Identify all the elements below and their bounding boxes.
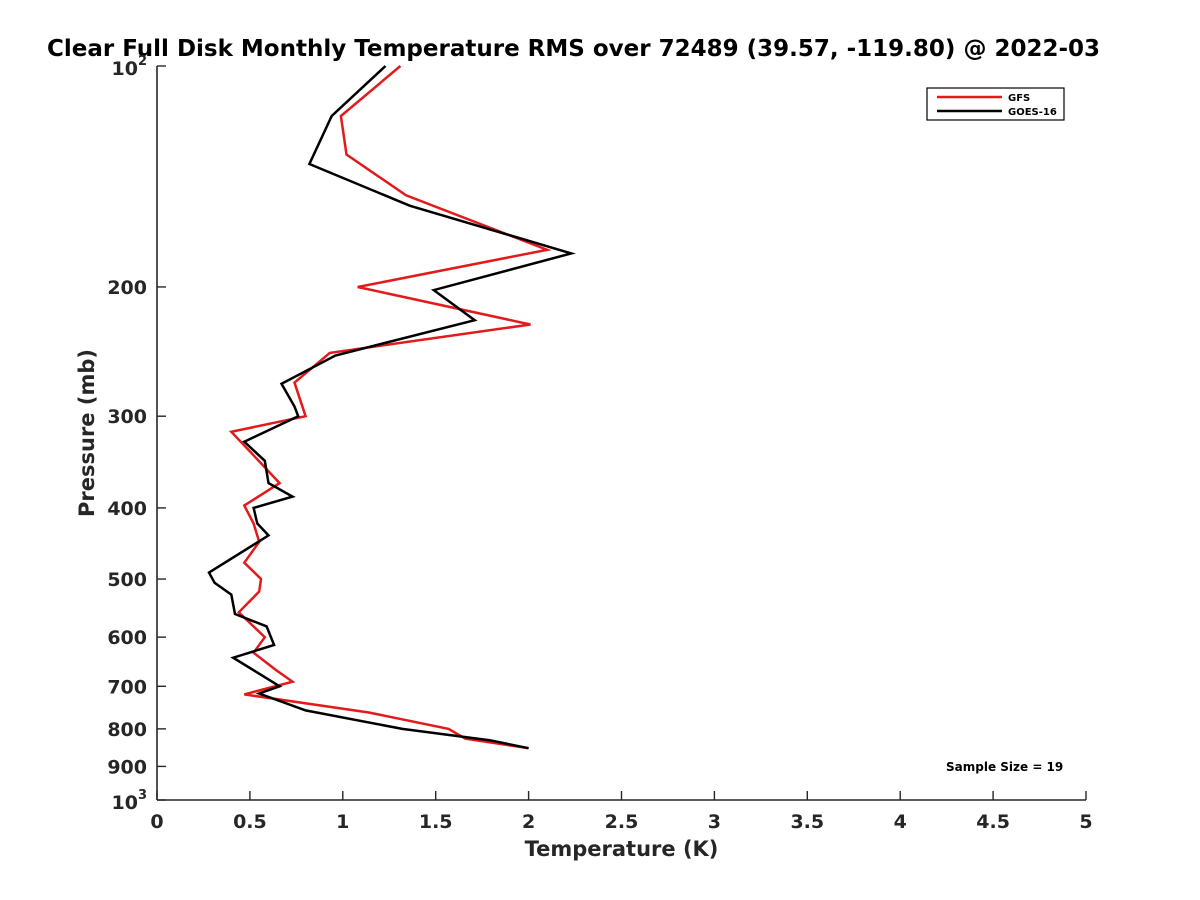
legend-box — [926, 87, 1065, 121]
series-line-1 — [207, 65, 576, 750]
x-tick-label: 2 — [522, 811, 535, 833]
y-top-exponent: 2 — [138, 54, 147, 69]
x-ticks: 0 0.5 1 1.5 2 2.5 3 3.5 4 4.5 5 — [150, 791, 1093, 833]
y-tick-label: 800 — [107, 719, 147, 741]
y-tick-label: 500 — [107, 569, 147, 591]
x-tick-label: 3.5 — [790, 811, 824, 833]
y-tick-label: 400 — [107, 498, 147, 520]
y-bottom-exponent: 3 — [138, 788, 147, 803]
series-line-0 — [228, 65, 552, 750]
legend: GFS GOES-16 — [926, 87, 1065, 121]
y-ticks: 200 300 400 500 600 700 800 900 — [107, 65, 166, 801]
chart-title: Clear Full Disk Monthly Temperature RMS … — [47, 36, 1100, 62]
y-tick-label: 300 — [107, 406, 147, 428]
x-tick-label: 4.5 — [976, 811, 1010, 833]
y-axis-label: Pressure (mb) — [75, 349, 99, 517]
legend-label-gfs: GFS — [1008, 93, 1030, 104]
x-tick-label: 1 — [336, 811, 349, 833]
x-axis-label: Temperature (K) — [525, 837, 719, 861]
x-tick-label: 0.5 — [233, 811, 267, 833]
sample-size-annotation: Sample Size = 19 — [946, 760, 1063, 774]
y-top-base: 10 — [112, 58, 138, 80]
y-tick-label: 700 — [107, 676, 147, 698]
y-tick-label: 900 — [107, 756, 147, 778]
plot-area: 0 0.5 1 1.5 2 2.5 3 3.5 4 4.5 5 200 300 400 500 600 700… — [107, 54, 1092, 833]
legend-label-goes16: GOES-16 — [1008, 107, 1057, 118]
y-tick-label: 200 — [107, 277, 147, 299]
y-tick-label: 600 — [107, 627, 147, 649]
x-tick-label: 3 — [708, 811, 721, 833]
x-tick-label: 5 — [1079, 811, 1092, 833]
x-tick-label: 2.5 — [605, 811, 639, 833]
x-tick-label: 4 — [894, 811, 907, 833]
series-layer — [207, 65, 576, 750]
y-tick-label-bottom: 103 — [112, 788, 148, 814]
x-tick-label: 1.5 — [419, 811, 453, 833]
y-tick-label-top: 102 — [112, 54, 148, 80]
y-bottom-base: 10 — [112, 792, 138, 814]
x-tick-label: 0 — [150, 811, 163, 833]
